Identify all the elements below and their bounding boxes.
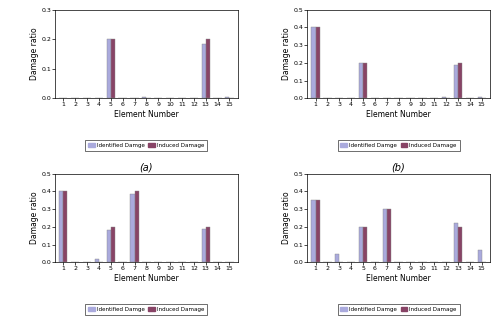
Text: (a): (a) (140, 163, 153, 172)
X-axis label: Element Number: Element Number (114, 109, 179, 118)
Bar (442, 97, 446, 98)
Bar (202, 44, 205, 98)
Bar (316, 200, 320, 262)
Bar (359, 227, 363, 262)
Y-axis label: Damage ratio: Damage ratio (30, 28, 39, 80)
Y-axis label: Damage ratio: Damage ratio (30, 192, 39, 244)
Bar (134, 191, 138, 262)
Bar (458, 63, 462, 98)
Y-axis label: Damage ratio: Damage ratio (282, 28, 291, 80)
Bar (106, 230, 111, 262)
Bar (95, 259, 99, 262)
Bar (312, 200, 316, 262)
Bar (335, 253, 340, 262)
Bar (202, 229, 205, 262)
Bar (111, 39, 115, 98)
Bar (111, 227, 115, 262)
Bar (226, 97, 230, 98)
Bar (64, 191, 68, 262)
Legend: Identified Damge, Induced Damage: Identified Damge, Induced Damage (338, 140, 460, 150)
Bar (386, 209, 391, 262)
Bar (106, 39, 111, 98)
Y-axis label: Damage ratio: Damage ratio (282, 192, 291, 244)
X-axis label: Element Number: Element Number (366, 274, 431, 283)
Bar (454, 66, 458, 98)
Bar (458, 227, 462, 262)
Legend: Identified Damge, Induced Damage: Identified Damge, Induced Damage (86, 140, 208, 150)
Bar (206, 39, 210, 98)
Legend: Identified Damge, Induced Damage: Identified Damge, Induced Damage (86, 304, 208, 315)
Bar (382, 209, 386, 262)
Bar (312, 27, 316, 98)
Bar (359, 63, 363, 98)
Text: (b): (b) (392, 163, 406, 172)
Bar (59, 191, 64, 262)
Legend: Identified Damge, Induced Damage: Identified Damge, Induced Damage (338, 304, 460, 315)
Bar (206, 227, 210, 262)
Bar (363, 227, 367, 262)
Bar (454, 223, 458, 262)
Bar (316, 27, 320, 98)
X-axis label: Element Number: Element Number (114, 274, 179, 283)
Bar (142, 97, 146, 98)
X-axis label: Element Number: Element Number (366, 109, 431, 118)
Bar (478, 97, 482, 98)
Bar (130, 194, 134, 262)
Bar (194, 261, 198, 262)
Bar (478, 250, 482, 262)
Bar (363, 63, 367, 98)
